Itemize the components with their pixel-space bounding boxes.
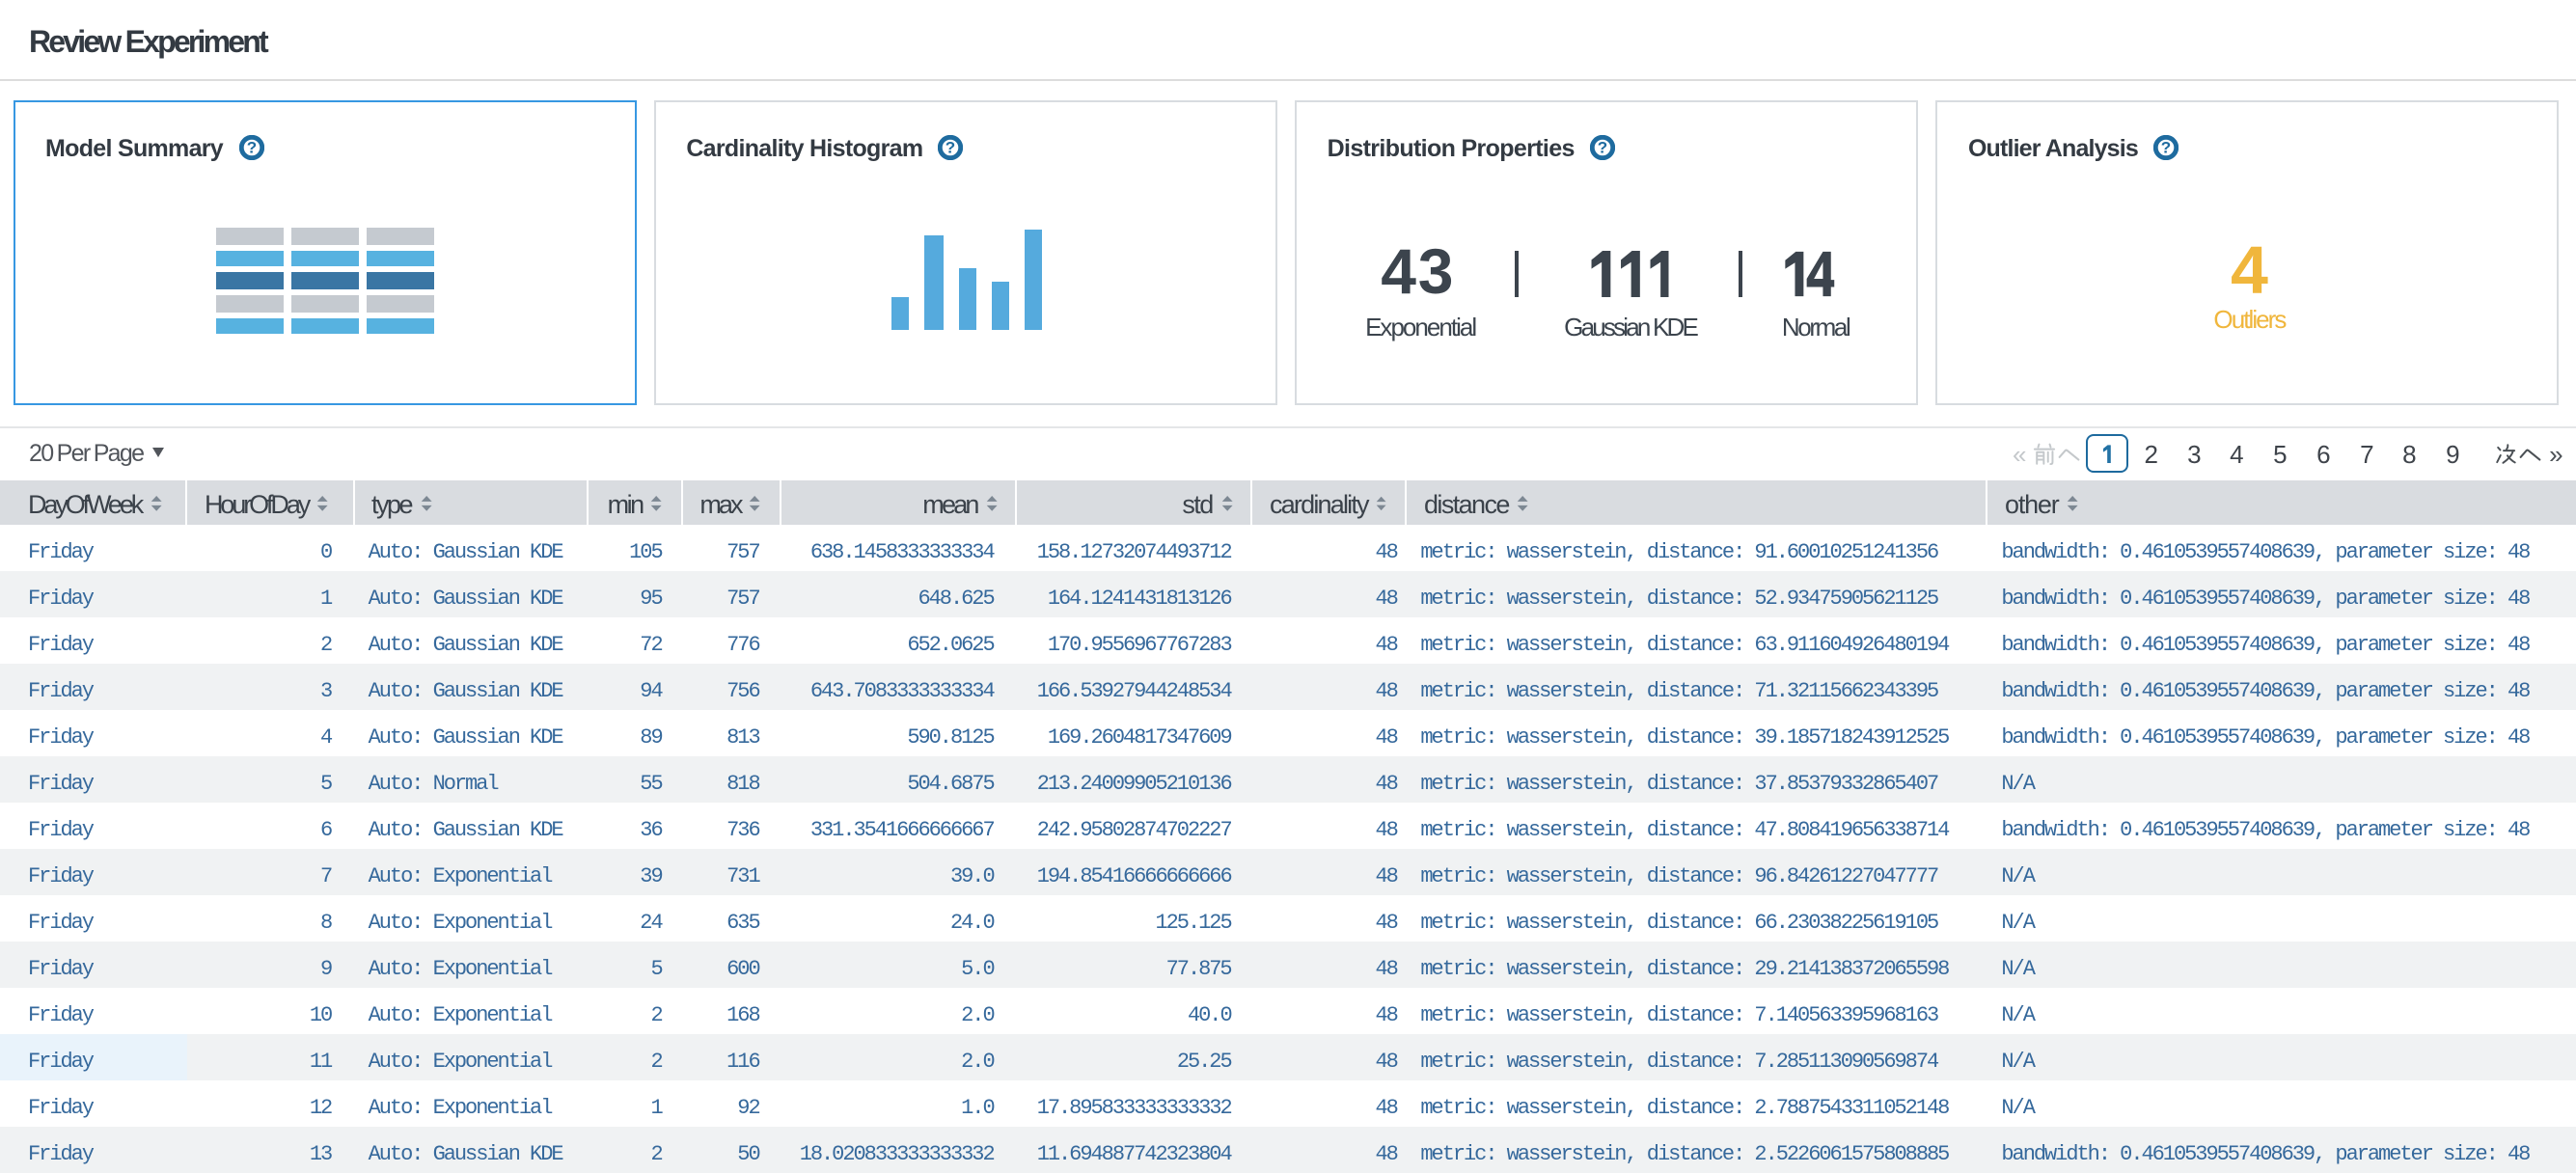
svg-text:?: ?	[945, 139, 955, 157]
svg-text:?: ?	[246, 139, 256, 157]
svg-text:?: ?	[2161, 139, 2171, 157]
svg-text:?: ?	[1598, 139, 1607, 157]
